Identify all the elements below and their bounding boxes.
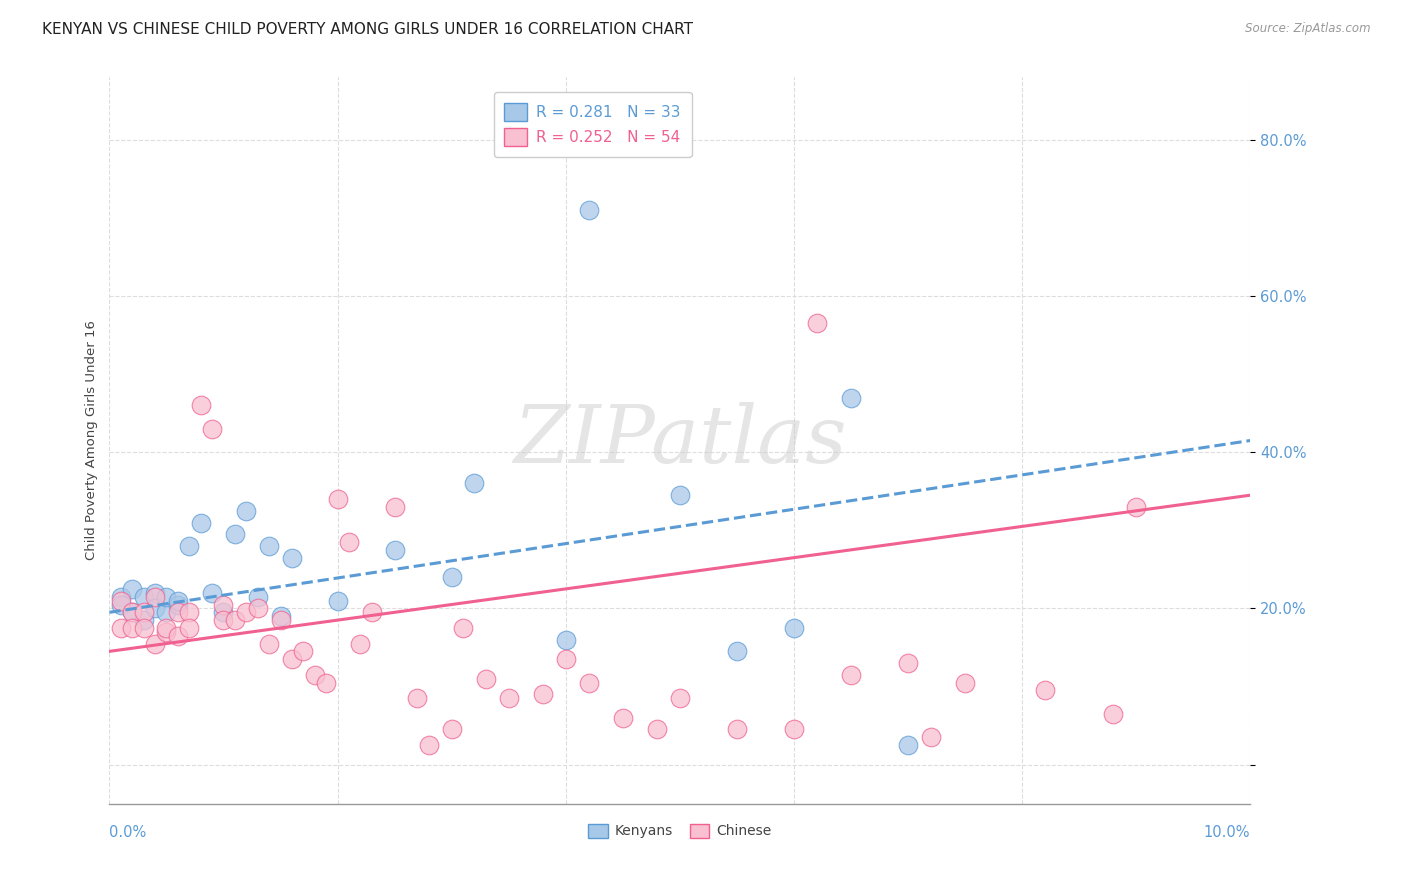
Point	[349, 636, 371, 650]
Point	[645, 723, 668, 737]
Point	[143, 601, 166, 615]
Point	[270, 613, 292, 627]
Point	[304, 667, 326, 681]
Point	[155, 590, 177, 604]
Point	[384, 500, 406, 514]
Point	[1033, 683, 1056, 698]
Point	[190, 398, 212, 412]
Point	[110, 593, 132, 607]
Point	[212, 613, 235, 627]
Point	[463, 476, 485, 491]
Point	[1125, 500, 1147, 514]
Point	[783, 621, 806, 635]
Point	[201, 422, 224, 436]
Point	[224, 527, 246, 541]
Point	[783, 723, 806, 737]
Text: KENYAN VS CHINESE CHILD POVERTY AMONG GIRLS UNDER 16 CORRELATION CHART: KENYAN VS CHINESE CHILD POVERTY AMONG GI…	[42, 22, 693, 37]
Point	[554, 652, 576, 666]
Point	[212, 605, 235, 619]
Point	[725, 723, 748, 737]
Point	[121, 605, 143, 619]
Point	[246, 601, 269, 615]
Point	[179, 539, 201, 553]
Point	[167, 593, 190, 607]
Point	[257, 636, 280, 650]
Point	[725, 644, 748, 658]
Point	[132, 605, 155, 619]
Point	[578, 675, 600, 690]
Point	[132, 590, 155, 604]
Point	[110, 590, 132, 604]
Point	[155, 621, 177, 635]
Point	[167, 605, 190, 619]
Point	[839, 391, 862, 405]
Point	[212, 598, 235, 612]
Point	[224, 613, 246, 627]
Point	[578, 203, 600, 218]
Point	[531, 687, 554, 701]
Y-axis label: Child Poverty Among Girls Under 16: Child Poverty Among Girls Under 16	[86, 320, 98, 560]
Point	[440, 570, 463, 584]
Point	[179, 605, 201, 619]
Point	[806, 317, 828, 331]
Point	[920, 731, 942, 745]
Point	[235, 605, 257, 619]
Point	[326, 593, 349, 607]
Point	[110, 598, 132, 612]
Point	[406, 691, 429, 706]
Point	[121, 582, 143, 596]
Text: 10.0%: 10.0%	[1204, 825, 1250, 840]
Point	[190, 516, 212, 530]
Point	[121, 621, 143, 635]
Point	[612, 711, 634, 725]
Point	[475, 672, 498, 686]
Point	[292, 644, 315, 658]
Point	[554, 632, 576, 647]
Point	[201, 586, 224, 600]
Point	[246, 590, 269, 604]
Text: ZIPatlas: ZIPatlas	[513, 401, 846, 479]
Point	[235, 504, 257, 518]
Point	[326, 492, 349, 507]
Point	[167, 598, 190, 612]
Point	[897, 738, 920, 752]
Point	[953, 675, 976, 690]
Point	[143, 586, 166, 600]
Text: 0.0%: 0.0%	[110, 825, 146, 840]
Point	[451, 621, 474, 635]
Point	[257, 539, 280, 553]
Legend: Kenyans, Chinese: Kenyans, Chinese	[583, 818, 778, 844]
Point	[281, 550, 304, 565]
Point	[179, 621, 201, 635]
Point	[418, 738, 440, 752]
Point	[281, 652, 304, 666]
Point	[498, 691, 520, 706]
Point	[839, 667, 862, 681]
Point	[337, 535, 360, 549]
Point	[384, 542, 406, 557]
Text: Source: ZipAtlas.com: Source: ZipAtlas.com	[1246, 22, 1371, 36]
Point	[132, 621, 155, 635]
Point	[897, 656, 920, 670]
Point	[110, 621, 132, 635]
Point	[143, 590, 166, 604]
Point	[121, 605, 143, 619]
Point	[167, 629, 190, 643]
Point	[1102, 706, 1125, 721]
Point	[315, 675, 337, 690]
Point	[143, 636, 166, 650]
Point	[132, 613, 155, 627]
Point	[669, 488, 692, 502]
Point	[155, 605, 177, 619]
Point	[360, 605, 382, 619]
Point	[270, 609, 292, 624]
Point	[669, 691, 692, 706]
Point	[155, 624, 177, 639]
Point	[440, 723, 463, 737]
